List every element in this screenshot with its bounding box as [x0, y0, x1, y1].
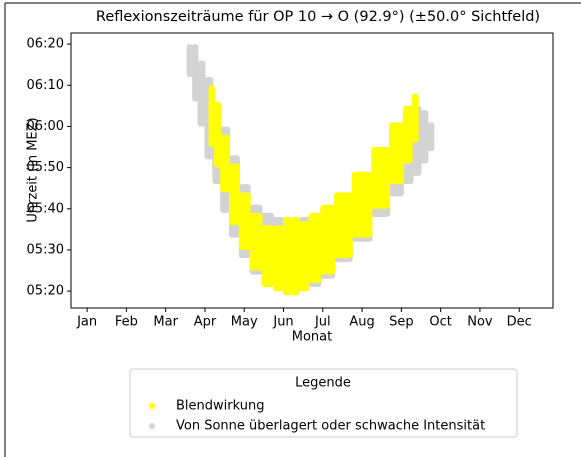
y-tick-label: 06:10 [27, 78, 64, 93]
reflection-strip [411, 93, 419, 143]
reflection-strip [427, 122, 435, 152]
reflection-strip [290, 217, 300, 296]
x-tick-label: Nov [467, 315, 493, 330]
y-tick-label: 06:20 [27, 37, 64, 52]
y-tick-label: 05:40 [27, 201, 64, 216]
reflection-strip [197, 60, 206, 127]
reflection-strip [308, 212, 322, 283]
y-tick-label: 05:30 [27, 242, 64, 257]
reflection-strip [389, 122, 404, 185]
reflection-strip [371, 147, 391, 209]
legend-marker [149, 403, 155, 409]
reflection-strip [420, 109, 429, 164]
x-tick-label: Feb [115, 315, 138, 330]
plot-frame [70, 32, 554, 309]
reflection-strip [192, 44, 199, 102]
chart-title: Reflexionszeiträume für OP 10 → O (92.9°… [96, 9, 540, 25]
reflection-strip [208, 85, 215, 148]
x-tick-label: Dec [507, 315, 532, 330]
x-tick-label: Aug [349, 315, 374, 330]
reflection-strip [261, 225, 275, 288]
reflection-strip [402, 105, 413, 164]
reflection-strip [213, 101, 222, 168]
reflection-strip [220, 134, 231, 193]
reflection-strip [229, 163, 240, 226]
legend-title: Legende [295, 376, 351, 391]
x-tick-label: Oct [429, 315, 451, 330]
reflection-strip [249, 212, 263, 271]
reflection-strip [283, 217, 292, 296]
x-tick-label: Jul [314, 315, 331, 330]
y-axis-label: Uhrzeit (in MEZ) [26, 117, 41, 222]
reflection-strip [320, 204, 336, 275]
x-tick-label: May [231, 315, 258, 330]
reflection-strip [298, 221, 310, 292]
x-tick-label: Sep [389, 315, 414, 330]
reflection-strip [186, 44, 194, 78]
legend-box [129, 368, 518, 438]
y-tick-label: 05:20 [27, 284, 64, 299]
x-tick-label: Jan [76, 315, 97, 330]
reflection-strip [238, 192, 251, 250]
x-axis-label: Monat [292, 330, 332, 345]
y-tick-label: 05:50 [27, 160, 64, 175]
x-tick-label: Apr [194, 315, 217, 330]
legend-marker [149, 423, 155, 429]
legend-label: Blendwirkung [176, 399, 264, 414]
reflection-strip [273, 225, 285, 292]
legend-label: Von Sonne überlagert oder schwache Inten… [176, 419, 485, 434]
y-tick-label: 06:00 [27, 119, 64, 134]
x-tick-label: Mar [153, 315, 178, 330]
x-tick-label: Jun [272, 315, 293, 330]
reflection-strip [334, 192, 353, 259]
reflection-strip [351, 171, 373, 238]
